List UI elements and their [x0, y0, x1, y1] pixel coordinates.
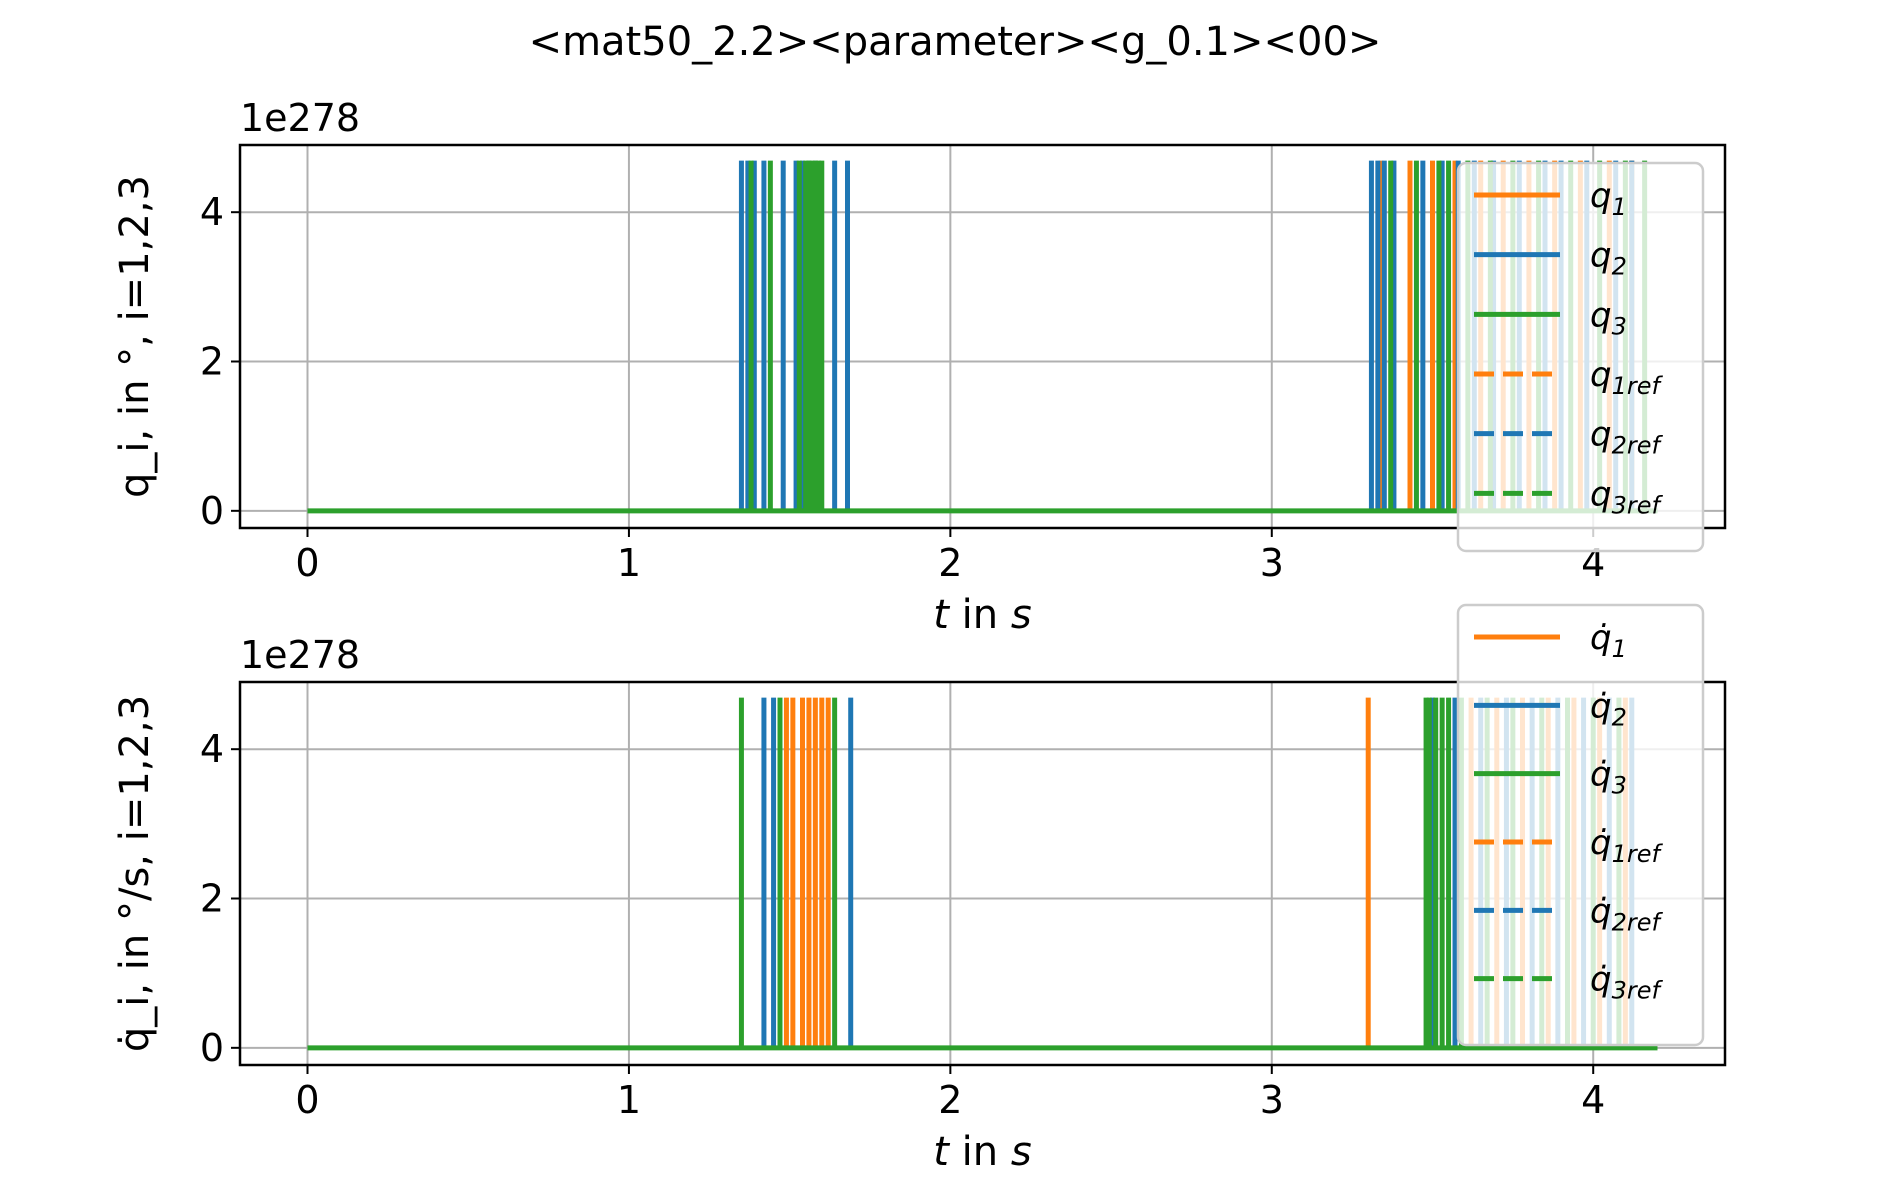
legend-label: q2 [1590, 236, 1627, 281]
legend-label-sub: 3 [1612, 772, 1627, 800]
legend-label: q1 [1590, 176, 1627, 221]
legend-item: q1 [1474, 176, 1627, 221]
y-tick-label: 2 [200, 877, 224, 921]
legend-label: q̇2ref [1590, 891, 1663, 936]
legend-label: q1ref [1590, 355, 1663, 400]
x-tick-label: 2 [938, 1078, 962, 1122]
axes-frame [238, 680, 1727, 1067]
legend-frame [1456, 603, 1705, 1047]
x-tick-label: 0 [295, 1078, 319, 1122]
velocity-plot: 0 1 2 3 4 0 2 4 1e278 t in s q̇_i, in °/s, i=1,2,3… [112, 603, 1727, 1175]
legend-item: q̇1 [1474, 618, 1627, 663]
x-tick-label: 1 [617, 541, 641, 585]
legend-label-main: q̇ [1590, 686, 1612, 726]
x-axis-label: t in s [933, 592, 1031, 638]
legend-label-main: q [1590, 355, 1612, 395]
legend-label: q̇3 [1590, 755, 1627, 800]
legend-item: q̇2 [1474, 686, 1627, 731]
x-axis-label-unit: s [1011, 1129, 1032, 1175]
legend-item: q1ref [1474, 355, 1663, 400]
x-axis-label-var: t [933, 1129, 950, 1175]
legend-label-main: q̇ [1590, 618, 1612, 658]
legend-item: q̇1ref [1474, 823, 1663, 868]
legend-label: q̇3ref [1590, 960, 1663, 1005]
legend-item: q̇2ref [1474, 891, 1663, 936]
legend-label-sub: 2 [1612, 703, 1627, 731]
y-tick-label: 4 [200, 727, 224, 771]
legend-label: q̇1 [1590, 618, 1627, 663]
legend-item: q2 [1474, 236, 1627, 281]
legend-label-sub: 2ref [1612, 432, 1664, 460]
x-tick-label: 3 [1260, 1078, 1284, 1122]
x-tick-label: 2 [938, 541, 962, 585]
legend-label-sub: 1 [1612, 193, 1627, 221]
legend-label: q3 [1590, 295, 1627, 340]
legend-label: q3ref [1590, 474, 1663, 519]
legend-label-sub: 1ref [1612, 372, 1664, 400]
legend-frame [1456, 161, 1705, 553]
legend-label-sub: 2 [1612, 253, 1627, 281]
legend-label-sub: 3ref [1612, 491, 1664, 519]
y-axis-label: q̇_i, in °/s, i=1,2,3 [112, 695, 158, 1052]
legend-label-main: q [1590, 474, 1612, 514]
y-axis-label: q_i, in °, i=1,2,3 [112, 175, 158, 498]
y-tick-label: 0 [200, 489, 224, 533]
legend-item: q2ref [1474, 415, 1663, 460]
x-tick-label: 3 [1260, 541, 1284, 585]
legend-label-sub: 2ref [1612, 908, 1664, 936]
x-tick-label: 0 [295, 541, 319, 585]
legend-item: q3 [1474, 295, 1627, 340]
figure-title: <mat50_2.2><parameter><g_0.1><00> [529, 19, 1382, 65]
legend-label: q̇1ref [1590, 823, 1663, 868]
legend-label-main: q̇ [1590, 960, 1612, 1000]
axis-offset-text: 1e278 [240, 96, 360, 140]
x-tick-label: 4 [1581, 1078, 1605, 1122]
legend-label-main: q̇ [1590, 755, 1612, 795]
legend-label-main: q̇ [1590, 891, 1612, 931]
x-axis-label: t in s [933, 1129, 1031, 1175]
legend-label-sub: 3ref [1612, 977, 1664, 1005]
y-tick-label: 4 [200, 190, 224, 234]
x-axis-label-unit: s [1011, 592, 1032, 638]
legend-label-main: q [1590, 295, 1612, 335]
legend-label-main: q [1590, 236, 1612, 276]
axis-offset-text: 1e278 [240, 633, 360, 677]
x-axis-label-mid: in [949, 592, 1011, 638]
legend-label: q2ref [1590, 415, 1663, 460]
y-tick-label: 0 [200, 1026, 224, 1070]
legend-label-sub: 3 [1612, 312, 1627, 340]
x-axis-label-var: t [933, 592, 950, 638]
legend-label-main: q [1590, 176, 1612, 216]
legend-label-main: q [1590, 415, 1612, 455]
legend-label-sub: 1ref [1612, 840, 1664, 868]
x-tick-label: 1 [617, 1078, 641, 1122]
legend-label-sub: 1 [1612, 635, 1627, 663]
axes-frame [238, 143, 1727, 530]
legend-item: q̇3ref [1474, 960, 1663, 1005]
legend-item: q̇3 [1474, 755, 1627, 800]
legend-label: q̇2 [1590, 686, 1627, 731]
legend-item: q3ref [1474, 474, 1663, 519]
x-axis-label-mid: in [949, 1129, 1011, 1175]
legend-label-main: q̇ [1590, 823, 1612, 863]
y-tick-label: 2 [200, 340, 224, 384]
